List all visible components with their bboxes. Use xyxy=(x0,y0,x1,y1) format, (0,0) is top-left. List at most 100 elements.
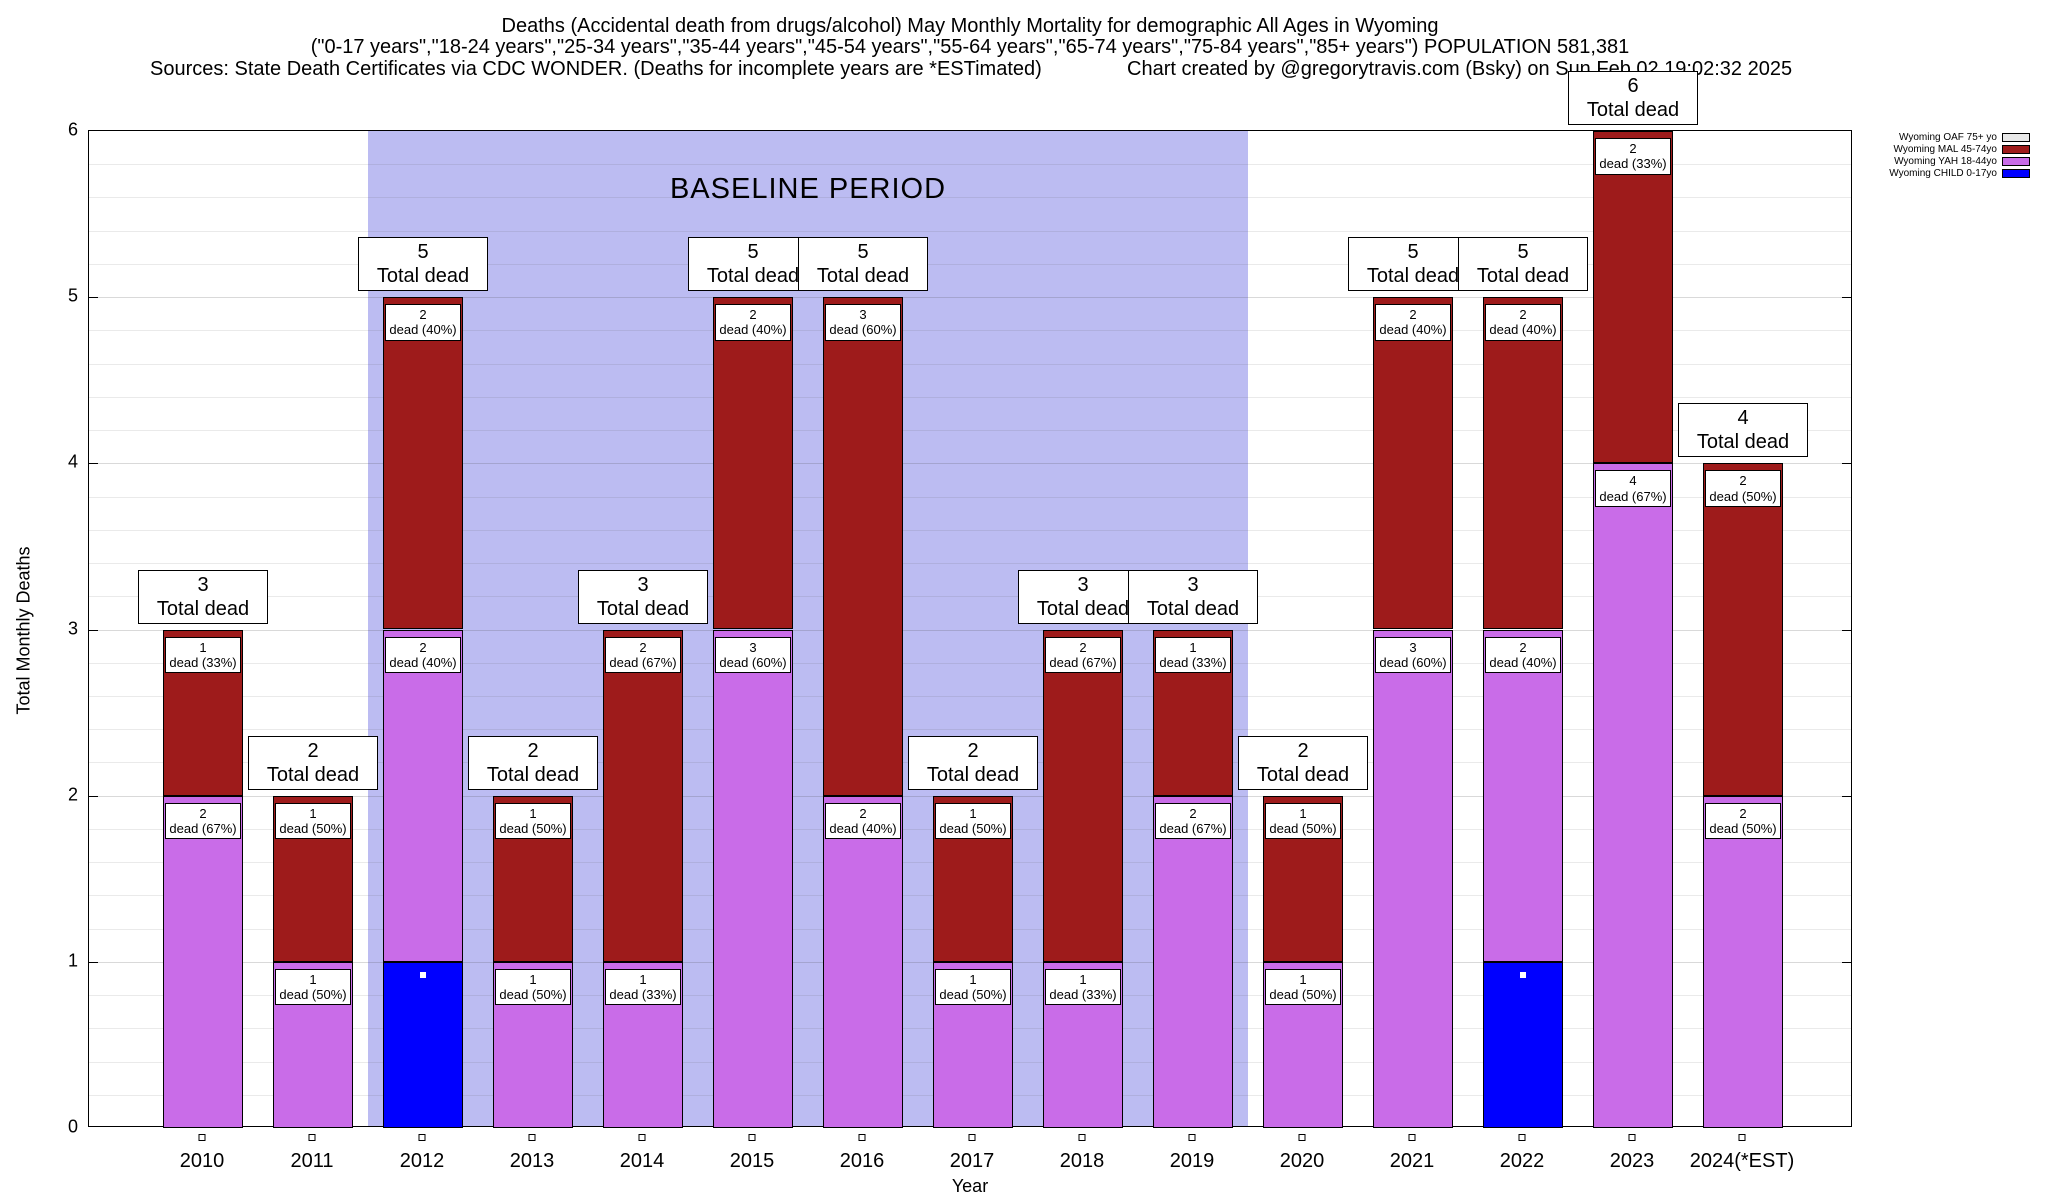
title-block: Deaths (Accidental death from drugs/alco… xyxy=(0,16,1940,58)
segment-label-yah-2014: 1 dead (33%) xyxy=(605,968,681,1006)
segment-label-mal-2018: 2 dead (67%) xyxy=(1045,636,1121,674)
gridline xyxy=(89,197,1851,199)
x-tick-label-2013: 2013 xyxy=(509,1150,555,1172)
x-tick-marker xyxy=(748,1134,756,1141)
segment-label-yah-2021: 3 dead (60%) xyxy=(1375,636,1451,674)
x-tick-label-2023: 2023 xyxy=(1609,1150,1655,1172)
segment-label-mal-2020: 1 dead (50%) xyxy=(1265,802,1341,840)
segment-label-yah-2011: 1 dead (50%) xyxy=(275,968,351,1006)
bar-segment-mal-2024(*EST) xyxy=(1703,463,1783,796)
child-point-marker xyxy=(1520,971,1526,978)
total-dead-label-2017: 2 Total dead xyxy=(908,735,1038,790)
segment-label-yah-2023: 4 dead (67%) xyxy=(1595,470,1671,507)
total-dead-label-2011: 2 Total dead xyxy=(248,735,378,790)
bar-segment-yah-2015 xyxy=(713,629,793,1128)
x-tick-marker xyxy=(1408,1134,1416,1141)
bar-segment-mal-2015 xyxy=(713,297,793,630)
x-tick-label-2020: 2020 xyxy=(1279,1150,1325,1172)
segment-label-yah-2019: 2 dead (67%) xyxy=(1155,802,1231,840)
segment-label-mal-2015: 2 dead (40%) xyxy=(715,304,791,341)
y-tick-mark xyxy=(89,795,98,797)
total-dead-label-2018: 3 Total dead xyxy=(1018,569,1148,624)
y-tick-label-5: 5 xyxy=(67,285,78,306)
segment-label-mal-2023: 2 dead (33%) xyxy=(1595,138,1671,175)
total-dead-label-2015: 5 Total dead xyxy=(688,237,818,292)
chart-subtitle: ("0-17 years","18-24 years","25-34 years… xyxy=(310,36,1630,58)
y-axis-title: Total Monthly Deaths xyxy=(13,546,34,715)
segment-label-mal-2022: 2 dead (40%) xyxy=(1485,304,1561,341)
x-tick-marker xyxy=(638,1134,646,1141)
bar-segment-child-2012 xyxy=(383,961,463,1128)
total-dead-label-2019: 3 Total dead xyxy=(1128,569,1258,624)
gridline xyxy=(89,297,1851,299)
gridline xyxy=(89,629,1851,631)
legend-color-swatch xyxy=(2002,144,2030,154)
gridline xyxy=(89,563,1851,565)
segment-label-yah-2010: 2 dead (67%) xyxy=(165,802,241,840)
segment-label-mal-2010: 1 dead (33%) xyxy=(165,636,241,674)
bar-segment-mal-2022 xyxy=(1483,297,1563,630)
segment-label-yah-2017: 1 dead (50%) xyxy=(935,968,1011,1006)
total-dead-label-2013: 2 Total dead xyxy=(468,735,598,790)
bar-segment-mal-2023 xyxy=(1593,131,1673,464)
x-tick-marker xyxy=(1518,1134,1526,1141)
plot-area: BASELINE PERIOD 2 dead (67%) 1 dead (33%) 3 To… xyxy=(88,71,1852,1128)
y-tick-mark xyxy=(89,297,98,299)
segment-label-mal-2011: 1 dead (50%) xyxy=(275,802,351,840)
x-tick-label-2018: 2018 xyxy=(1059,1150,1105,1172)
segment-label-yah-2012: 2 dead (40%) xyxy=(385,636,461,674)
total-dead-label-2016: 5 Total dead xyxy=(798,237,928,292)
y-tick-mark xyxy=(89,961,98,963)
segment-label-yah-2024(*EST): 2 dead (50%) xyxy=(1705,802,1781,840)
gridline xyxy=(89,729,1851,731)
segment-label-yah-2020: 1 dead (50%) xyxy=(1265,968,1341,1006)
x-tick-marker xyxy=(968,1134,976,1141)
total-dead-label-2014: 3 Total dead xyxy=(578,569,708,624)
gridline xyxy=(89,164,1851,166)
y-tick-label-4: 4 xyxy=(67,451,78,472)
segment-label-mal-2014: 2 dead (67%) xyxy=(605,636,681,674)
legend-item-label: Wyoming YAH 18-44yo xyxy=(1894,155,1997,167)
total-dead-label-2022: 5 Total dead xyxy=(1458,237,1588,292)
gridline xyxy=(89,396,1851,398)
x-tick-label-2021: 2021 xyxy=(1389,1150,1435,1172)
x-tick-label-2015: 2015 xyxy=(729,1150,775,1172)
x-tick-marker xyxy=(308,1134,316,1141)
legend-item: Wyoming YAH 18-44yo xyxy=(1889,155,2030,167)
x-tick-marker xyxy=(1298,1134,1306,1141)
y-tick-mark xyxy=(1842,463,1851,465)
x-tick-label-2017: 2017 xyxy=(949,1150,995,1172)
gridline xyxy=(89,695,1851,697)
bar-segment-mal-2016 xyxy=(823,297,903,796)
x-tick-label-2024(*EST): 2024(*EST) xyxy=(1689,1150,1795,1172)
bar-segment-yah-2010 xyxy=(163,795,243,1128)
x-tick-marker xyxy=(1188,1134,1196,1141)
y-tick-mark xyxy=(1842,629,1851,631)
y-tick-label-1: 1 xyxy=(67,950,78,971)
bar-segment-yah-2021 xyxy=(1373,629,1453,1128)
segment-label-mal-2017: 1 dead (50%) xyxy=(935,802,1011,840)
chart-legend: Wyoming OAF 75+ yo Wyoming MAL 45-74yo Wyo… xyxy=(1889,131,2030,179)
x-tick-label-2011: 2011 xyxy=(290,1150,334,1172)
total-dead-label-2023: 6 Total dead xyxy=(1568,71,1698,125)
legend-color-swatch xyxy=(2002,168,2030,178)
total-dead-label-2020: 2 Total dead xyxy=(1238,735,1368,790)
gridline xyxy=(89,263,1851,265)
gridline xyxy=(89,496,1851,498)
x-tick-marker xyxy=(1078,1134,1086,1141)
x-tick-marker xyxy=(1628,1134,1636,1141)
x-tick-label-2016: 2016 xyxy=(839,1150,885,1172)
x-axis-title: Year xyxy=(951,1176,989,1196)
y-tick-mark xyxy=(1842,961,1851,963)
gridline xyxy=(89,430,1851,432)
legend-item-label: Wyoming CHILD 0-17yo xyxy=(1889,167,1997,179)
legend-item: Wyoming MAL 45-74yo xyxy=(1889,143,2030,155)
total-dead-label-2010: 3 Total dead xyxy=(138,569,268,624)
x-tick-marker xyxy=(528,1134,536,1141)
bar-segment-yah-2023 xyxy=(1593,463,1673,1128)
x-tick-label-2012: 2012 xyxy=(399,1150,445,1172)
segment-label-mal-2021: 2 dead (40%) xyxy=(1375,304,1451,341)
bar-segment-child-2022 xyxy=(1483,961,1563,1128)
gridline xyxy=(89,662,1851,664)
